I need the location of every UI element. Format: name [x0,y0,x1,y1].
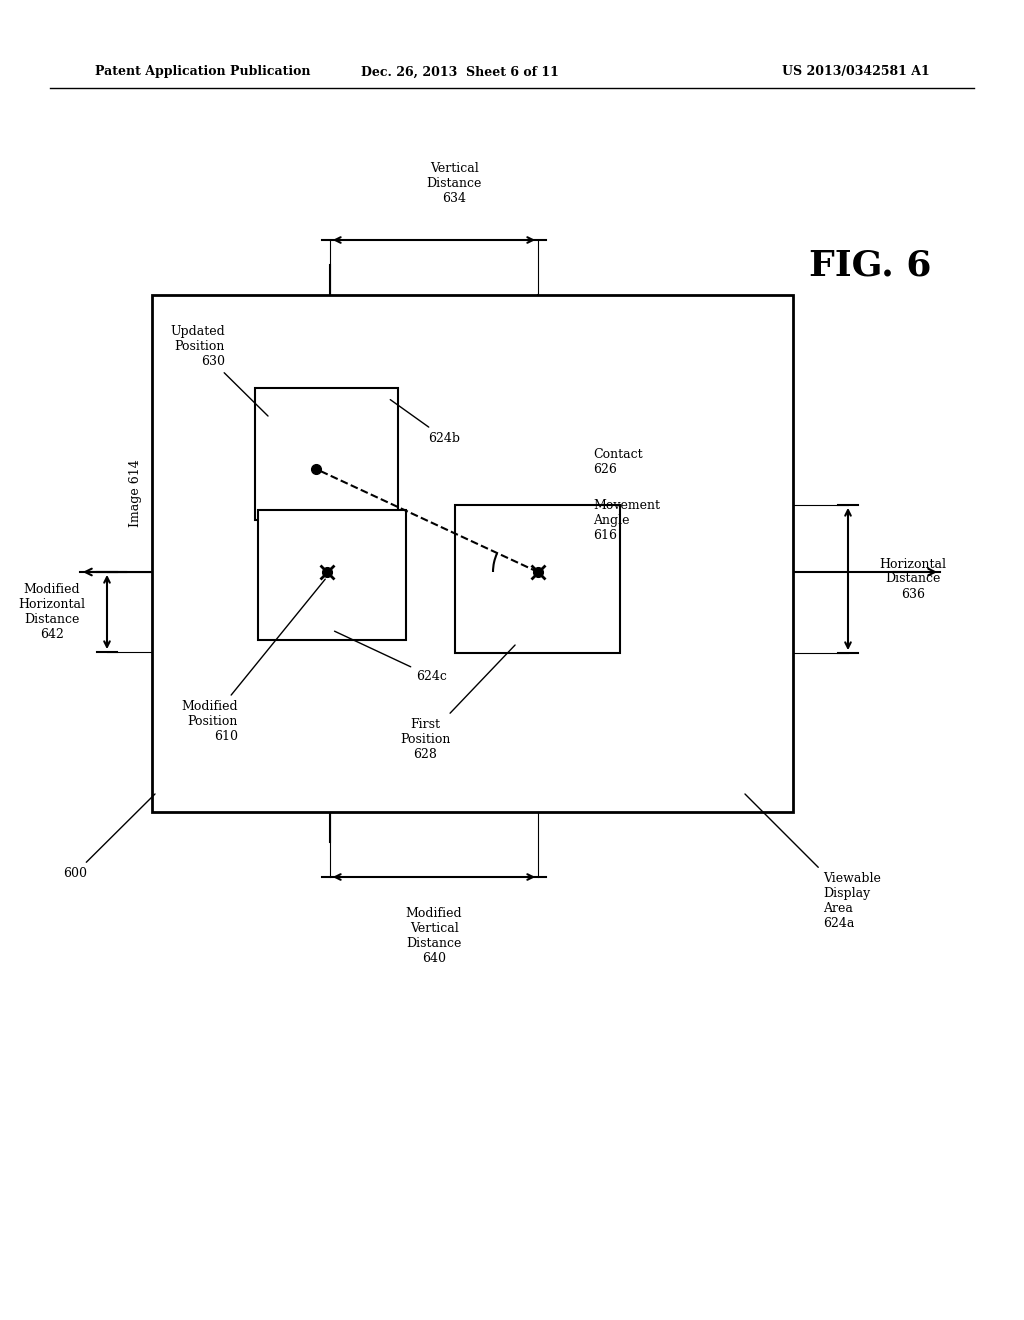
Text: Modified
Position
610: Modified Position 610 [181,579,326,743]
Text: Contact
626: Contact 626 [593,447,643,477]
Text: First
Position
628: First Position 628 [399,645,515,762]
Bar [258,510,406,640]
Text: 600: 600 [63,793,155,880]
Text: Image 614: Image 614 [129,459,142,527]
Text: FIG. 6: FIG. 6 [809,248,931,282]
Text: Updated
Position
630: Updated Position 630 [170,325,268,416]
Text: Modified
Horizontal
Distance
642: Modified Horizontal Distance 642 [18,583,85,642]
Text: 624c: 624c [335,631,446,682]
Text: Vertical
Distance
634: Vertical Distance 634 [426,162,481,205]
Bar [455,506,620,653]
Text: Viewable
Display
Area
624a: Viewable Display Area 624a [745,793,881,931]
Text: US 2013/0342581 A1: US 2013/0342581 A1 [782,66,930,78]
Text: Horizontal
Distance
636: Horizontal Distance 636 [880,557,946,601]
Bar [152,294,793,812]
Text: Patent Application Publication: Patent Application Publication [95,66,310,78]
Text: Dec. 26, 2013  Sheet 6 of 11: Dec. 26, 2013 Sheet 6 of 11 [361,66,559,78]
Text: Modified
Vertical
Distance
640: Modified Vertical Distance 640 [406,907,462,965]
Text: Movement
Angle
616: Movement Angle 616 [593,499,660,543]
Bar [255,388,398,520]
Text: 624b: 624b [390,400,460,445]
